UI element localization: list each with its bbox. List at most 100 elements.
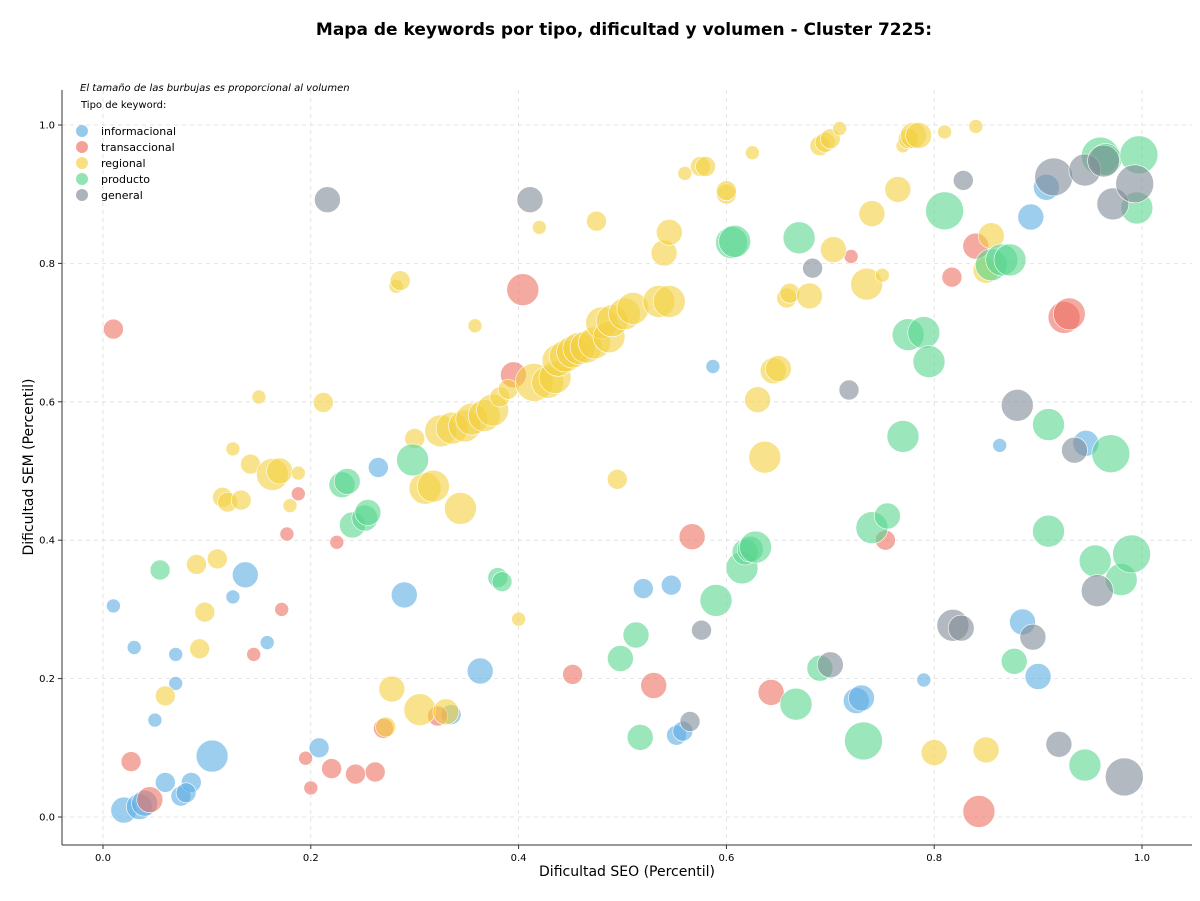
bubble-producto bbox=[1091, 434, 1131, 474]
bubble-producto bbox=[874, 502, 901, 530]
bubble-regional bbox=[850, 267, 884, 301]
bubble-informacional bbox=[660, 574, 682, 596]
bubble-producto bbox=[925, 191, 964, 231]
bubble-producto bbox=[354, 499, 382, 526]
bubble-producto bbox=[396, 443, 429, 477]
bubble-producto bbox=[782, 221, 816, 255]
bubble-general bbox=[838, 379, 860, 401]
legend-marker-general bbox=[76, 189, 88, 201]
legend-label-regional: regional bbox=[101, 157, 146, 170]
bubble-producto bbox=[149, 559, 171, 581]
bubble-producto bbox=[1078, 544, 1112, 578]
bubble-regional bbox=[230, 489, 252, 511]
bubble-general bbox=[802, 257, 823, 279]
bubble-regional bbox=[937, 124, 952, 140]
bubble-producto bbox=[779, 687, 813, 721]
bubble-transaccional bbox=[1053, 297, 1086, 331]
bubble-informacional bbox=[232, 561, 259, 589]
bubble-regional bbox=[375, 716, 396, 738]
x-tick-label: 0.4 bbox=[511, 853, 527, 864]
bubble-informacional bbox=[916, 672, 932, 688]
bubble-transaccional bbox=[290, 486, 306, 502]
bubble-regional bbox=[820, 236, 847, 263]
bubble-producto bbox=[699, 584, 733, 617]
bubble-regional bbox=[290, 465, 306, 481]
bubble-regional bbox=[312, 392, 334, 413]
bubble-regional bbox=[652, 285, 686, 318]
bubble-informacional bbox=[147, 712, 163, 728]
bubble-regional bbox=[532, 220, 547, 235]
bubble-transaccional bbox=[678, 523, 706, 551]
bubble-general bbox=[679, 711, 701, 732]
legend-marker-informacional bbox=[76, 125, 88, 137]
bubble-informacional bbox=[155, 772, 176, 793]
x-tick-label: 0.0 bbox=[95, 853, 111, 864]
bubble-informacional bbox=[168, 647, 183, 662]
x-tick-label: 1.0 bbox=[1134, 853, 1150, 864]
bubble-regional bbox=[155, 685, 176, 707]
bubble-regional bbox=[444, 492, 477, 525]
bubble-producto bbox=[886, 420, 920, 453]
bubble-transaccional bbox=[136, 786, 164, 814]
bubble-regional bbox=[389, 270, 411, 292]
bubble-general bbox=[816, 651, 844, 679]
bubble-transaccional bbox=[274, 602, 290, 617]
bubble-regional bbox=[745, 145, 760, 160]
bubble-general bbox=[1045, 730, 1073, 758]
bubble-transaccional bbox=[364, 761, 386, 783]
legend-title: Tipo de keyword: bbox=[80, 100, 166, 111]
bubble-producto bbox=[491, 571, 513, 593]
legend-label-informacional: informacional bbox=[101, 125, 176, 138]
bubble-regional bbox=[832, 121, 848, 136]
bubble-general bbox=[516, 186, 544, 213]
y-ticks: 0.0 0.2 0.4 0.6 0.8 1.0 bbox=[39, 121, 62, 824]
bubble-informacional bbox=[106, 598, 121, 614]
bubble-regional bbox=[417, 469, 450, 503]
bubble-regional bbox=[920, 739, 948, 766]
bubble-regional bbox=[796, 282, 823, 310]
bubble-general bbox=[691, 619, 712, 641]
bubble-producto bbox=[1112, 534, 1151, 574]
x-tick-label: 0.6 bbox=[718, 853, 734, 864]
bubble-producto bbox=[844, 721, 883, 761]
bubble-regional bbox=[874, 267, 890, 283]
bubble-transaccional bbox=[279, 526, 295, 542]
bubble-informacional bbox=[1017, 203, 1045, 231]
bubble-general bbox=[1115, 164, 1154, 204]
bubble-regional bbox=[186, 554, 207, 575]
bubble-transaccional bbox=[506, 273, 540, 307]
bubble-transaccional bbox=[640, 672, 668, 699]
bubble-informacional bbox=[225, 589, 241, 605]
x-tick-label: 0.8 bbox=[926, 853, 942, 864]
bubble-producto bbox=[907, 316, 941, 349]
bubble-regional bbox=[884, 176, 912, 203]
y-tick-label: 0.6 bbox=[39, 397, 55, 408]
bubble-producto bbox=[718, 225, 752, 258]
bubble-regional bbox=[189, 638, 210, 660]
bubble-general bbox=[1061, 436, 1088, 464]
bubble-general bbox=[1081, 574, 1114, 608]
bubble-general bbox=[314, 186, 341, 213]
bubble-regional bbox=[207, 548, 228, 570]
bubble-producto bbox=[626, 724, 654, 751]
x-axis-label: Dificultad SEO (Percentil) bbox=[539, 864, 715, 880]
bubble-informacional bbox=[195, 739, 229, 773]
bubble-regional bbox=[716, 180, 737, 201]
bubble-informacional bbox=[632, 578, 654, 599]
y-tick-label: 0.4 bbox=[39, 536, 55, 547]
bubble-informacional bbox=[259, 635, 275, 650]
y-tick-label: 1.0 bbox=[39, 121, 55, 132]
bubble-transaccional bbox=[103, 318, 124, 340]
bubble-producto bbox=[739, 530, 772, 564]
bubble-producto bbox=[622, 621, 650, 649]
y-tick-label: 0.8 bbox=[39, 259, 55, 270]
bubble-informacional bbox=[1024, 663, 1052, 690]
bubble-informacional bbox=[992, 438, 1008, 453]
x-tick-label: 0.2 bbox=[303, 853, 319, 864]
bubble-general bbox=[952, 170, 974, 191]
bubble-informacional bbox=[308, 737, 330, 759]
bubble-transaccional bbox=[329, 534, 345, 550]
bubble-size-annotation: El tamaño de las burbujas es proporciona… bbox=[80, 83, 350, 94]
legend: informacional transaccional regional produc… bbox=[76, 125, 176, 202]
